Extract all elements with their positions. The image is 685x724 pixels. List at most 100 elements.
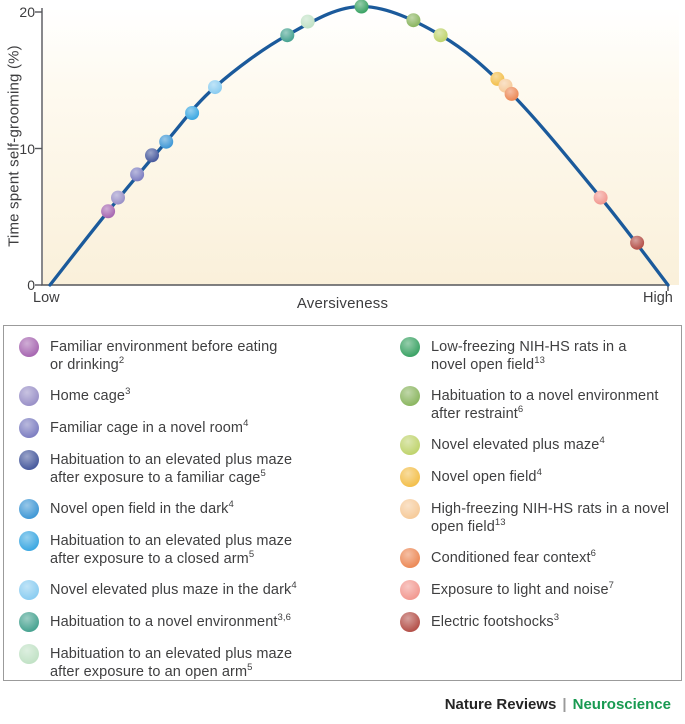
legend-marker bbox=[19, 386, 39, 406]
data-point-9 bbox=[354, 0, 369, 14]
legend-label: Habituation to an elevated plus maze afte… bbox=[50, 533, 293, 567]
reference-number: 13 bbox=[534, 355, 545, 367]
legend-label: Novel open field4 bbox=[431, 467, 542, 485]
data-point-7 bbox=[280, 28, 295, 43]
legend-box: Familiar environment before eating or dri… bbox=[3, 325, 682, 681]
legend-marker bbox=[400, 386, 420, 406]
reference-number: 3 bbox=[125, 386, 131, 398]
data-point-6 bbox=[208, 80, 222, 95]
legend-marker bbox=[19, 337, 39, 357]
legend-item-7: Habituation to a novel environment3,6 bbox=[19, 612, 400, 632]
journal-footer: Nature Reviews | Neuroscience bbox=[445, 696, 671, 713]
legend-column-left: Familiar environment before eating or dri… bbox=[19, 337, 400, 681]
legend-item-3: Habituation to an elevated plus maze afte… bbox=[19, 450, 400, 487]
data-point-3 bbox=[145, 148, 159, 163]
reference-number: 2 bbox=[118, 355, 125, 367]
y-tick-label: 20 bbox=[19, 4, 35, 20]
reference-number: 5 bbox=[248, 549, 255, 561]
footer-brand: Nature Reviews bbox=[444, 696, 557, 713]
legend-item-13: High-freezing NIH-HS rats in a novel open… bbox=[400, 499, 681, 536]
legend-marker bbox=[19, 644, 39, 664]
reference-number: 3,6 bbox=[277, 612, 291, 624]
legend-item-11: Novel elevated plus maze4 bbox=[400, 435, 681, 455]
reference-number: 4 bbox=[291, 580, 297, 592]
legend-marker bbox=[19, 499, 39, 519]
reference-number: 4 bbox=[536, 467, 542, 479]
data-point-1 bbox=[111, 190, 125, 205]
data-point-14 bbox=[504, 86, 519, 101]
legend-label: Electric footshocks3 bbox=[431, 612, 560, 630]
legend-item-2: Familiar cage in a novel room4 bbox=[19, 418, 400, 438]
y-tick-label: 0 bbox=[27, 277, 35, 293]
reference-number: 4 bbox=[599, 435, 605, 447]
x-axis-low-label: Low bbox=[33, 290, 60, 306]
legend-item-1: Home cage3 bbox=[19, 386, 400, 406]
legend-label: Habituation to a novel environment after … bbox=[431, 388, 659, 422]
legend-marker bbox=[400, 499, 420, 519]
grooming-aversiveness-chart: Time spent self-grooming (%) Low High Av… bbox=[0, 0, 685, 318]
data-point-8 bbox=[300, 14, 315, 29]
legend-label: Novel elevated plus maze in the dark4 bbox=[50, 580, 297, 598]
legend-item-6: Novel elevated plus maze in the dark4 bbox=[19, 580, 400, 600]
legend-label: Habituation to an elevated plus maze afte… bbox=[50, 646, 293, 680]
legend-label: Habituation to an elevated plus maze afte… bbox=[50, 452, 293, 486]
legend-marker bbox=[400, 580, 420, 600]
legend-marker bbox=[19, 418, 39, 438]
data-point-15 bbox=[593, 190, 608, 205]
data-point-11 bbox=[433, 28, 448, 43]
legend-item-10: Habituation to a novel environment after … bbox=[400, 386, 681, 423]
reference-number: 4 bbox=[228, 499, 234, 511]
chart-canvas bbox=[35, 0, 679, 291]
legend-marker bbox=[400, 435, 420, 455]
data-point-2 bbox=[130, 167, 145, 182]
footer-journal: Neuroscience bbox=[572, 696, 671, 713]
legend-label: Conditioned fear context6 bbox=[431, 548, 596, 566]
legend-marker bbox=[400, 612, 420, 632]
legend-label: Novel elevated plus maze4 bbox=[431, 435, 605, 453]
reference-number: 5 bbox=[260, 468, 266, 480]
data-point-4 bbox=[159, 134, 174, 149]
legend-label: Exposure to light and noise7 bbox=[431, 580, 615, 598]
legend-item-0: Familiar environment before eating or dri… bbox=[19, 337, 400, 374]
reference-number: 3 bbox=[553, 612, 560, 624]
reference-number: 5 bbox=[247, 662, 253, 674]
legend-marker bbox=[19, 450, 39, 470]
x-axis-title: Aversiveness bbox=[296, 295, 389, 312]
legend-item-16: Electric footshocks3 bbox=[400, 612, 681, 632]
legend-marker bbox=[19, 531, 39, 551]
reference-number: 4 bbox=[243, 418, 249, 430]
legend-item-14: Conditioned fear context6 bbox=[400, 548, 681, 568]
data-point-10 bbox=[406, 13, 421, 28]
y-tick-label: 10 bbox=[19, 140, 35, 157]
footer-separator: | bbox=[562, 696, 567, 713]
legend-label: High-freezing NIH-HS rats in a novel open… bbox=[431, 501, 670, 535]
x-axis-high-label: High bbox=[643, 290, 673, 306]
legend-marker bbox=[19, 580, 39, 600]
plot-background bbox=[43, 8, 679, 285]
legend-item-12: Novel open field4 bbox=[400, 467, 681, 487]
legend-item-8: Habituation to an elevated plus maze afte… bbox=[19, 644, 400, 681]
legend-item-4: Novel open field in the dark4 bbox=[19, 499, 400, 519]
legend-label: Familiar environment before eating or dri… bbox=[50, 339, 278, 373]
legend-column-right: Low-freezing NIH-HS rats in a novel open … bbox=[400, 337, 681, 680]
legend-label: Familiar cage in a novel room4 bbox=[50, 418, 249, 436]
legend-item-15: Exposure to light and noise7 bbox=[400, 580, 681, 600]
reference-number: 6 bbox=[517, 404, 524, 416]
legend-label: Novel open field in the dark4 bbox=[50, 499, 234, 517]
legend-marker bbox=[400, 337, 420, 357]
reference-number: 13 bbox=[494, 517, 506, 529]
data-point-16 bbox=[630, 235, 645, 250]
data-point-0 bbox=[101, 204, 116, 219]
data-point-5 bbox=[185, 106, 200, 120]
legend-label: Low-freezing NIH-HS rats in a novel open … bbox=[431, 339, 627, 373]
reference-number: 6 bbox=[590, 548, 596, 560]
legend-label: Home cage3 bbox=[50, 386, 131, 404]
legend-label: Habituation to a novel environment3,6 bbox=[50, 612, 291, 630]
legend-marker bbox=[400, 548, 420, 568]
legend-item-5: Habituation to an elevated plus maze afte… bbox=[19, 531, 400, 568]
legend-item-9: Low-freezing NIH-HS rats in a novel open … bbox=[400, 337, 681, 374]
legend-marker bbox=[19, 612, 39, 632]
legend-marker bbox=[400, 467, 420, 487]
reference-number: 7 bbox=[608, 580, 615, 592]
